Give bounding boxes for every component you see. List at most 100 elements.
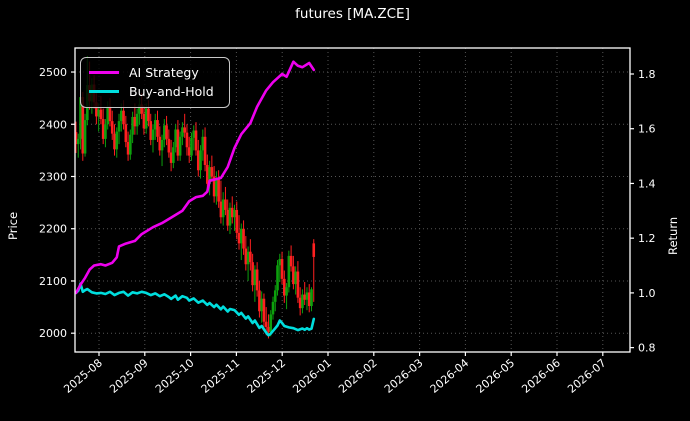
ai-strategy-line bbox=[74, 60, 316, 295]
candle-body bbox=[237, 232, 241, 244]
buy-and-hold-line-swatch bbox=[89, 89, 119, 94]
tick-label: 1.0 bbox=[638, 287, 656, 300]
candle-body bbox=[303, 294, 306, 300]
candle-body bbox=[181, 127, 184, 137]
candle-body bbox=[292, 266, 295, 285]
candle-body bbox=[138, 104, 141, 114]
candle-body bbox=[217, 178, 220, 202]
candle-body bbox=[104, 124, 107, 139]
candle-body bbox=[124, 124, 128, 143]
tick-label: 1.4 bbox=[638, 177, 656, 190]
x-tick-label: 2025-11 bbox=[199, 356, 243, 396]
candle-body bbox=[206, 165, 209, 184]
candle-body bbox=[289, 255, 293, 267]
candle-body bbox=[296, 271, 300, 298]
candle-body bbox=[269, 314, 273, 333]
plot-border bbox=[74, 47, 631, 353]
candle-body bbox=[151, 129, 155, 140]
candle-body bbox=[76, 138, 80, 145]
candle-body bbox=[258, 290, 261, 312]
x-tick-label: 2025-10 bbox=[153, 356, 197, 396]
tick-label: 2400 bbox=[39, 118, 67, 131]
candle-body bbox=[135, 113, 139, 127]
candle-body bbox=[117, 121, 121, 132]
candle-body bbox=[183, 127, 186, 133]
candle-body bbox=[147, 108, 150, 122]
x-tick-label: 2026-05 bbox=[474, 356, 518, 396]
candle-body bbox=[312, 243, 316, 257]
legend-box: AI Strategy Buy-and-Hold bbox=[80, 57, 230, 108]
candle-body bbox=[142, 113, 146, 129]
candle-body bbox=[74, 132, 78, 145]
x-tick-label: 2026-02 bbox=[336, 356, 380, 396]
candle-body bbox=[196, 150, 200, 171]
ai-strategy-line-swatch bbox=[89, 70, 119, 75]
candle-body bbox=[106, 106, 109, 125]
candle-body bbox=[215, 178, 218, 197]
candle-body bbox=[149, 121, 153, 140]
candle-body bbox=[81, 97, 85, 154]
candle-body bbox=[185, 132, 189, 148]
candle-body bbox=[133, 116, 137, 127]
candle-body bbox=[95, 102, 98, 117]
candle-body bbox=[144, 108, 148, 129]
candle-body bbox=[235, 209, 239, 233]
candle-body bbox=[101, 119, 105, 139]
candle-body bbox=[246, 251, 250, 265]
candle-body bbox=[228, 207, 232, 226]
candle-body bbox=[242, 228, 245, 249]
candle-body bbox=[129, 134, 132, 155]
candle-body bbox=[122, 110, 125, 125]
candle-body bbox=[276, 265, 279, 291]
chart-title: futures [MA.ZCE] bbox=[295, 6, 410, 22]
legend-label: Buy-and-Hold bbox=[129, 84, 214, 99]
candle-body bbox=[283, 278, 286, 296]
candle-body bbox=[190, 137, 193, 156]
candle-body bbox=[255, 269, 259, 291]
candle-body bbox=[233, 209, 236, 218]
candle-body bbox=[169, 152, 173, 163]
candle-body bbox=[108, 106, 112, 122]
candle-body bbox=[210, 167, 214, 177]
candle-body bbox=[158, 136, 162, 151]
tick-label: 2500 bbox=[39, 66, 67, 79]
tick-label: 2100 bbox=[39, 275, 67, 288]
candle-body bbox=[153, 120, 157, 130]
candle-body bbox=[156, 120, 159, 137]
candle-body bbox=[244, 248, 248, 265]
candle-body bbox=[253, 269, 257, 286]
candle-body bbox=[208, 167, 211, 184]
x-tick-label: 2026-01 bbox=[290, 356, 334, 396]
candle-body bbox=[301, 294, 304, 309]
tick-label: 1.2 bbox=[638, 232, 656, 245]
x-tick-label: 2026-06 bbox=[519, 356, 563, 396]
candle-body bbox=[176, 129, 180, 156]
tick-label: 2200 bbox=[39, 223, 67, 236]
legend-item-ai-strategy: AI Strategy bbox=[89, 63, 219, 82]
candle-body bbox=[262, 298, 266, 322]
candle-body bbox=[219, 201, 223, 218]
candle-body bbox=[140, 104, 143, 114]
tick-label: 1.6 bbox=[638, 123, 656, 136]
candle-body bbox=[212, 176, 216, 197]
candle-body bbox=[239, 228, 243, 244]
tick-label: 1.8 bbox=[638, 68, 656, 81]
candle-body bbox=[224, 199, 227, 210]
candle-body bbox=[287, 255, 291, 288]
tick-label: 0.8 bbox=[638, 342, 656, 355]
candle-body bbox=[163, 125, 166, 140]
x-tick-label: 2025-12 bbox=[245, 356, 289, 396]
candle-body bbox=[307, 292, 311, 307]
candle-body bbox=[264, 321, 268, 327]
candle-body bbox=[119, 110, 123, 122]
tick-label: 2300 bbox=[39, 170, 67, 183]
candle-body bbox=[221, 199, 225, 218]
candle-body bbox=[271, 301, 275, 315]
candle-body bbox=[199, 150, 202, 171]
legend-label: AI Strategy bbox=[129, 65, 199, 80]
candle-body bbox=[165, 125, 168, 139]
candle-body bbox=[260, 298, 263, 312]
candle-body bbox=[203, 136, 207, 166]
candle-body bbox=[113, 133, 116, 150]
